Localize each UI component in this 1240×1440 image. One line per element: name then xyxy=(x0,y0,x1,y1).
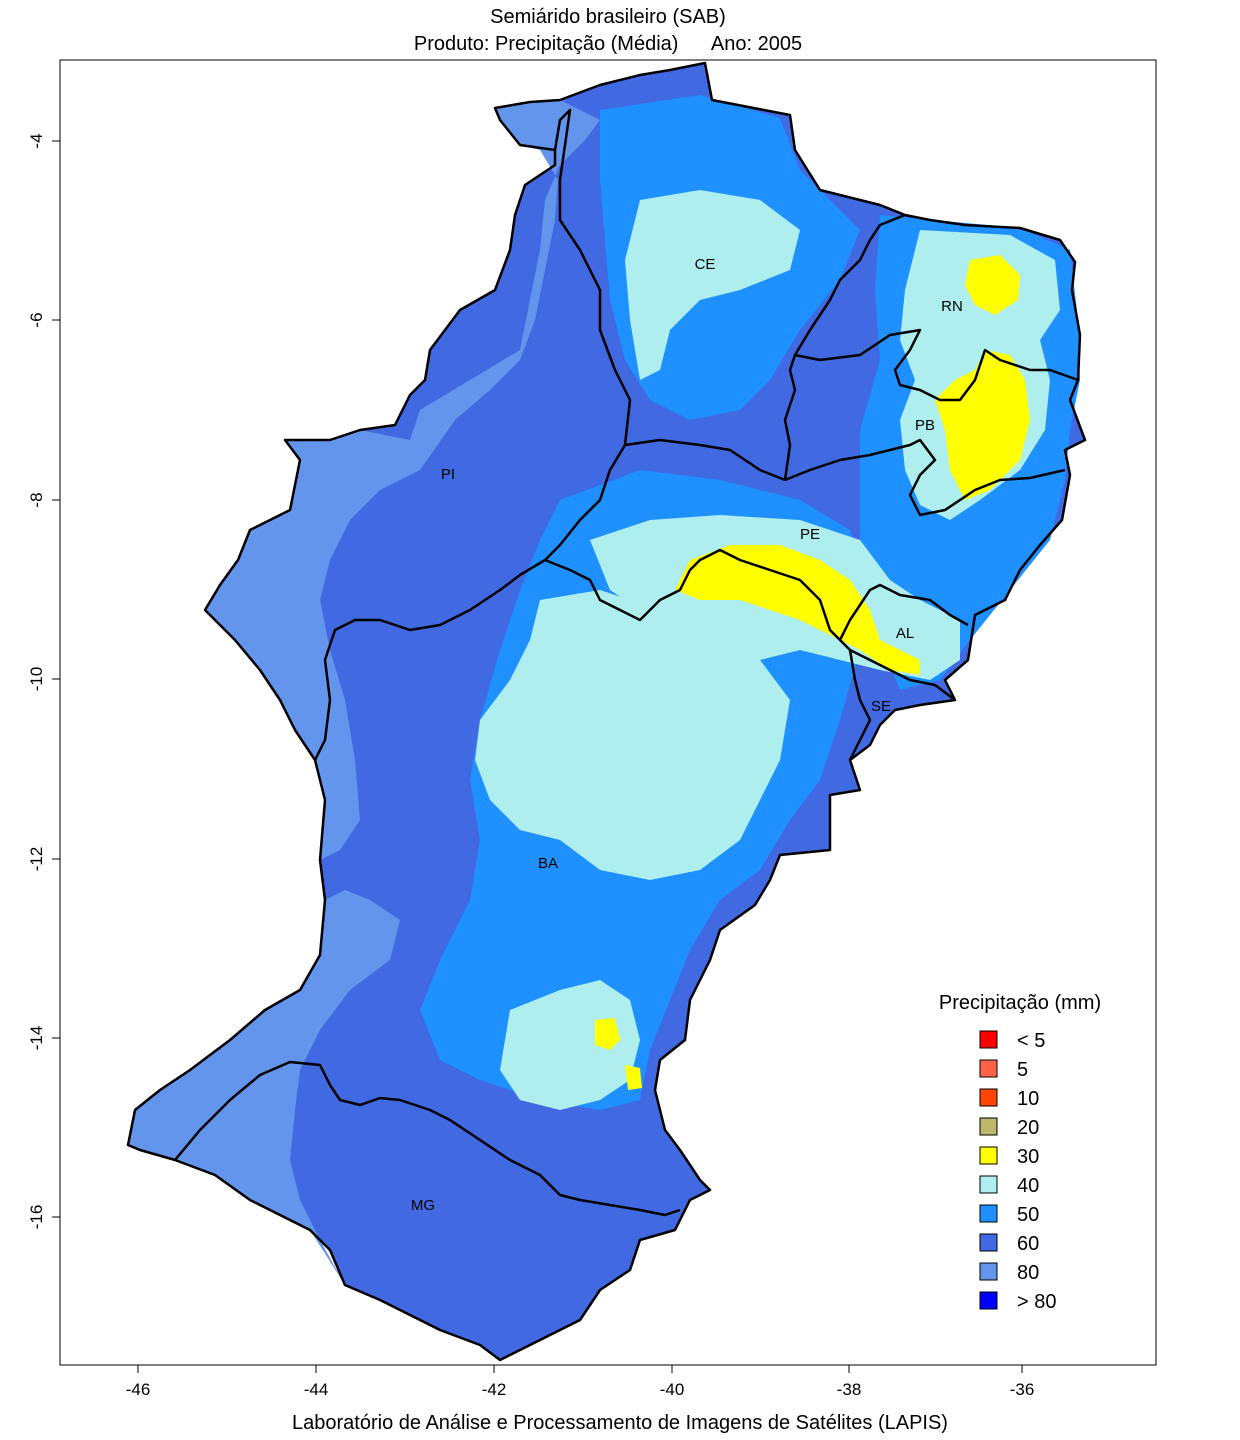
footer-credit: Laboratório de Análise e Processamento d… xyxy=(292,1412,948,1434)
legend-label: 50 xyxy=(1017,1204,1039,1226)
y-tick-label: -14 xyxy=(27,1026,46,1051)
legend-label: < 5 xyxy=(1017,1030,1045,1052)
y-axis xyxy=(52,60,61,1365)
map-subtitle: Produto: Precipitação (Média) Ano: 2005 xyxy=(60,33,1156,56)
legend-swatch xyxy=(979,1262,998,1281)
region-class-40-ce xyxy=(625,190,800,380)
legend-swatch xyxy=(979,1030,998,1049)
border-pe-ba xyxy=(544,548,841,641)
product-label: Produto: xyxy=(413,33,490,55)
region-class-40-ba-north xyxy=(475,590,790,880)
border-ba-mg xyxy=(174,1060,681,1217)
border-rn-pb xyxy=(794,328,1079,402)
legend-label: 5 xyxy=(1017,1059,1028,1081)
state-label-pe: PE xyxy=(800,526,820,543)
legend-label: 80 xyxy=(1017,1262,1039,1284)
y-tick-label: -16 xyxy=(27,1205,46,1230)
legend: Precipitação (mm) < 5 5 10 20 30 40 50 60 80 > 80 xyxy=(939,992,1101,1313)
legend-label: 20 xyxy=(1017,1117,1039,1139)
border-pi-pe-ba xyxy=(313,444,627,761)
y-tick-label: -12 xyxy=(27,847,46,872)
x-tick-label: -38 xyxy=(837,1380,862,1399)
year-value: 2005 xyxy=(757,33,803,55)
region-class-30-pe xyxy=(675,545,920,675)
state-label-ce: CE xyxy=(695,256,716,273)
y-tick-labels: -4 -6 -8 -10 -12 -14 -16 xyxy=(27,133,46,1229)
border-ce-pi xyxy=(553,108,632,446)
region-class-30-pb xyxy=(935,350,1030,500)
y-tick-label: -4 xyxy=(27,133,46,148)
legend-label: 10 xyxy=(1017,1088,1039,1110)
state-label-pi: PI xyxy=(441,466,455,483)
region-class-30-ba xyxy=(595,1018,620,1050)
x-axis xyxy=(60,1364,1156,1373)
legend-title: Precipitação (mm) xyxy=(939,992,1101,1014)
state-label-se: SE xyxy=(871,698,891,715)
legend-label: > 80 xyxy=(1017,1291,1056,1313)
legend-swatch xyxy=(979,1291,998,1310)
legend-items: < 5 5 10 20 30 40 50 60 80 > 80 xyxy=(979,1030,1056,1313)
legend-swatch xyxy=(979,1088,998,1107)
product-value: Precipitação (Média) xyxy=(495,33,679,55)
state-label-rn: RN xyxy=(941,298,963,315)
region-class-40-ba-south xyxy=(500,980,640,1110)
state-label-ba: BA xyxy=(538,855,558,872)
state-label-mg: MG xyxy=(411,1197,435,1214)
state-label-al: AL xyxy=(896,625,914,642)
border-ce-south xyxy=(624,438,786,482)
legend-swatch xyxy=(979,1175,998,1194)
map-title: Semiárido brasileiro (SAB) xyxy=(490,6,726,28)
border-pe-al xyxy=(838,583,969,641)
legend-swatch xyxy=(979,1146,998,1165)
x-tick-labels: -46 -44 -42 -40 -38 -36 xyxy=(126,1380,1035,1399)
y-tick-label: -6 xyxy=(27,312,46,327)
legend-label: 30 xyxy=(1017,1146,1039,1168)
x-tick-label: -42 xyxy=(482,1380,507,1399)
legend-swatch xyxy=(979,1059,998,1078)
x-tick-label: -40 xyxy=(660,1380,685,1399)
legend-swatch xyxy=(979,1233,998,1252)
legend-swatch xyxy=(979,1204,998,1223)
border-se-ba xyxy=(848,649,872,761)
state-label-pb: PB xyxy=(915,417,935,434)
x-tick-label: -44 xyxy=(304,1380,329,1399)
sab-outline xyxy=(126,61,1087,1362)
legend-label: 40 xyxy=(1017,1175,1039,1197)
x-tick-label: -46 xyxy=(126,1380,151,1399)
border-ce-rn-pb xyxy=(783,213,906,481)
region-class-80-west xyxy=(205,100,600,860)
year-label: Ano: xyxy=(710,33,753,55)
region-class-80-southwest xyxy=(128,890,400,1285)
state-boundaries xyxy=(126,61,1087,1362)
y-tick-label: -10 xyxy=(27,667,46,692)
y-tick-label: -8 xyxy=(27,492,46,507)
border-pb-pe xyxy=(784,438,1066,517)
state-labels: CE RN PB PI PE AL SE BA MG xyxy=(411,256,963,1214)
region-class-30-rn xyxy=(965,255,1020,315)
legend-swatch xyxy=(979,1117,998,1136)
region-class-30-ba2 xyxy=(625,1065,642,1090)
x-tick-label: -36 xyxy=(1010,1380,1035,1399)
legend-label: 60 xyxy=(1017,1233,1039,1255)
